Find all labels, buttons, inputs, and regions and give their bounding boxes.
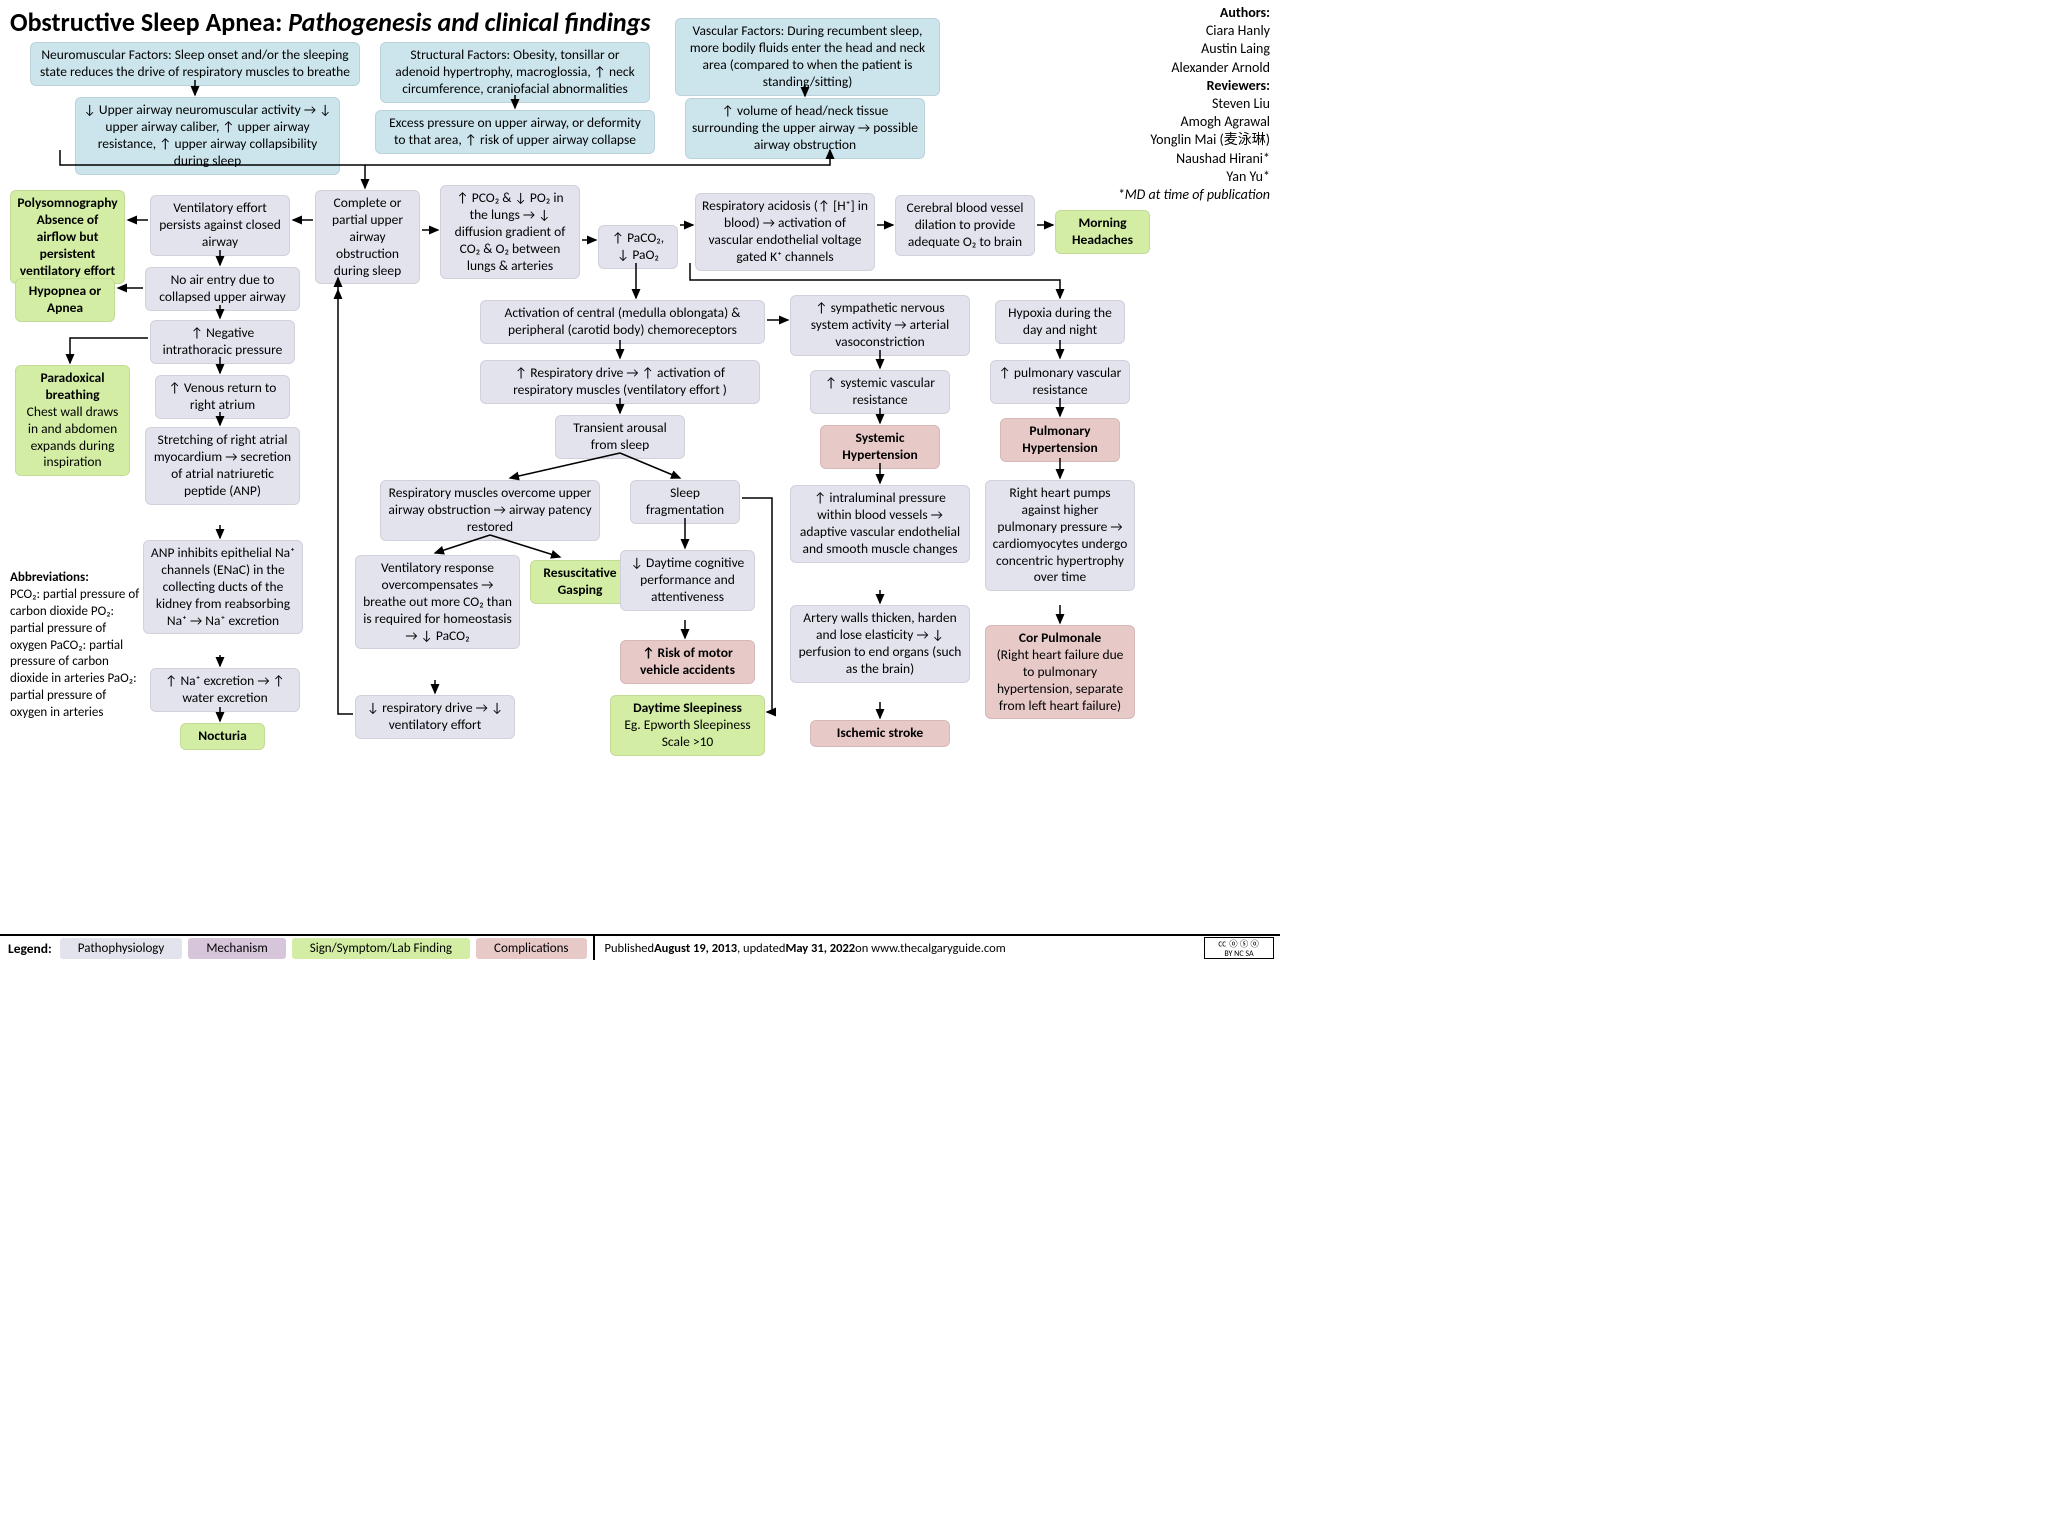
node-acidosis: Respiratory acidosis (↑ [H⁺] in blood) →… [695,193,875,271]
node-hypoxia: Hypoxia during the day and night [995,300,1125,344]
node-no-air: No air entry due to collapsed upper airw… [145,267,300,311]
node-neuro-effect: ↓ Upper airway neuromuscular activity → … [75,97,340,175]
node-anp: Stretching of right atrial myocardium → … [145,427,300,505]
node-paco2: ↑ PaCO₂, ↓ PaO₂ [598,225,678,269]
node-enac: ANP inhibits epithelial Na⁺ channels (EN… [143,540,303,634]
node-right-heart: Right heart pumps against higher pulmona… [985,480,1135,591]
node-intraluminal: ↑ intraluminal pressure within blood ves… [790,485,970,563]
node-neg-pressure: ↑ Negative intrathoracic pressure [150,320,295,364]
abbr-head: Abbreviations: [10,570,89,585]
node-structural: Structural Factors: Obesity, tonsillar o… [380,42,650,103]
credits-note: *MD at time of publication [1118,186,1270,203]
node-daytime-sleepiness: Daytime SleepinessEg. Epworth Sleepiness… [610,695,765,756]
legend-pub: Published August 19, 2013, updated May 3… [593,936,1204,960]
node-cor-pulmonale: Cor Pulmonale(Right heart failure due to… [985,625,1135,719]
node-mva: ↑ Risk of motor vehicle accidents [620,640,755,684]
node-pco2: ↑ PCO₂ & ↓ PO₂ in the lungs → ↓ diffusio… [440,185,580,279]
node-pul-htn: Pulmonary Hypertension [1000,418,1120,462]
node-pvr: ↑ pulmonary vascular resistance [990,360,1130,404]
node-vent-response: Ventilatory response overcompensates → b… [355,555,520,649]
authors: Ciara Hanly Austin Laing Alexander Arnol… [1171,22,1270,75]
credits-block: Authors: Ciara Hanly Austin Laing Alexan… [1100,4,1270,204]
cc-license-icon: ㏄ ⓪⑤⓪BY NC SA [1204,937,1274,959]
node-low-drive: ↓ respiratory drive → ↓ ventilatory effo… [355,695,515,739]
reviewers-label: Reviewers [1207,77,1266,94]
node-cognitive: ↓ Daytime cognitive performance and atte… [620,550,755,611]
abbreviations: Abbreviations: PCO₂: partial pressure of… [10,570,140,722]
node-paradoxical: Paradoxical breathingParadoxical breathi… [15,365,130,476]
node-sleep-frag: Sleep fragmentation [630,480,740,524]
authors-label: Authors [1220,4,1266,21]
node-neuromuscular: Neuromuscular Factors: Sleep onset and/o… [30,42,360,86]
daysleep-title: Daytime Sleepiness [633,699,742,716]
node-chemoreceptors: Activation of central (medulla oblongata… [480,300,765,344]
legend-mech: Mechanism [188,938,285,959]
legend-patho: Pathophysiology [60,938,183,959]
node-nocturia: Nocturia [180,723,265,750]
node-venous-return: ↑ Venous return to right atrium [155,375,290,419]
node-polysomnography: Polysomnography Absence of airflow but p… [10,190,125,284]
legend-comp: Complications [476,938,586,959]
node-vent-effort: Ventilatory effort persists against clos… [150,195,290,256]
node-systemic-htn: Systemic Hypertension [820,425,940,469]
node-resp-drive: ↑ Respiratory drive → ↑ activation of re… [480,360,760,404]
legend-label: Legend: [0,940,60,957]
page-title: Obstructive Sleep Apnea: Pathogenesis an… [10,6,651,38]
legend-sign: Sign/Symptom/Lab Finding [292,938,470,959]
node-complete-obstruction: Complete or partial upper airway obstruc… [315,190,420,284]
node-vascular: Vascular Factors: During recumbent sleep… [675,18,940,96]
legend-bar: Legend: Pathophysiology Mechanism Sign/S… [0,934,1280,960]
title-main: Obstructive Sleep Apnea: [10,6,282,38]
node-na-excretion: ↑ Na⁺ excretion → ↑ water excretion [150,668,300,712]
node-stroke: Ischemic stroke [810,720,950,747]
node-morning-headache: Morning Headaches [1055,210,1150,254]
node-svr: ↑ systemic vascular resistance [810,370,950,414]
node-cerebral: Cerebral blood vessel dilation to provid… [895,195,1035,256]
node-hypopnea: Hypopnea or Apnea [15,278,115,322]
node-overcome: Respiratory muscles overcome upper airwa… [380,480,600,541]
title-sub: Pathogenesis and clinical findings [288,6,650,38]
node-arousal: Transient arousal from sleep [555,415,685,459]
node-artery-walls: Artery walls thicken, harden and lose el… [790,605,970,683]
node-struct-effect: Excess pressure on upper airway, or defo… [375,110,655,154]
reviewers: Steven Liu Amogh Agrawal Yonglin Mai (麦泳… [1150,95,1270,185]
node-sympathetic: ↑ sympathetic nervous system activity → … [790,295,970,356]
node-gasping: Resuscitative Gasping [530,560,630,604]
abbr-body: PCO₂: partial pressure of carbon dioxide… [10,587,139,720]
parabreath-title: Paradoxical breathing [40,369,104,403]
node-vasc-effect: ↑ volume of head/neck tissue surrounding… [685,98,925,159]
corp-title: Cor Pulmonale [1019,629,1101,646]
